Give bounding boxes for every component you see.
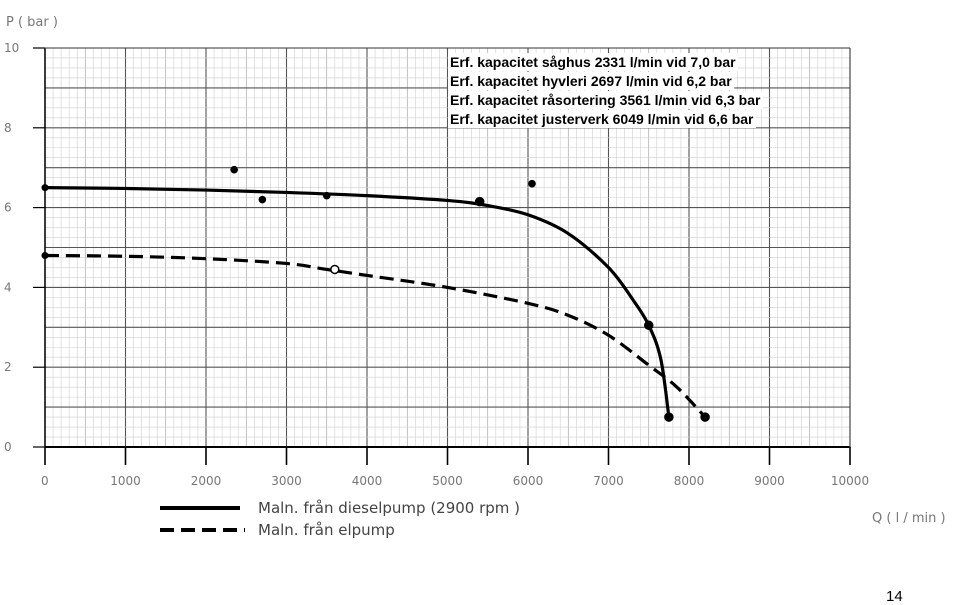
page-number: 14 — [886, 588, 903, 605]
legend: Maln. från dieselpump (2900 rpm ) Maln. … — [160, 499, 520, 539]
x-tick-label: 10000 — [831, 474, 869, 488]
x-tick-label: 9000 — [754, 474, 785, 488]
legend-label-elpump: Maln. från elpump — [258, 521, 395, 539]
capacity-annotation-background — [448, 72, 735, 90]
y-tick-label: 6 — [4, 201, 12, 215]
legend-label-dieselpump: Maln. från dieselpump (2900 rpm ) — [258, 499, 520, 517]
x-tick-label: 5000 — [432, 474, 463, 488]
x-axis-title: Q ( l / min ) — [872, 511, 946, 526]
y-tick-label: 4 — [4, 280, 12, 294]
capacity-annotation: Erf. kapacitet justerverk 6049 l/min vid… — [450, 111, 754, 127]
x-tick-label: 7000 — [593, 474, 624, 488]
capacity-annotation-background — [448, 91, 764, 109]
chart-axes: 0 1000 2000 3000 4000 5000 6000 7000 8000 9000 100… — [4, 41, 869, 488]
capacity-point — [528, 179, 536, 188]
capacity-point — [258, 195, 267, 204]
series-data-point — [700, 412, 710, 422]
chart-annotations: Erf. kapacitet såghus 2331 l/min vid 7,0… — [448, 53, 764, 128]
series-line-elpump — [44, 253, 707, 419]
capacity-annotation-background — [448, 53, 739, 71]
y-tick-label: 10 — [4, 41, 19, 55]
series-data-point — [474, 196, 485, 207]
x-tick-label: 1000 — [110, 474, 141, 488]
capacity-annotation: Erf. kapacitet råsortering 3561 l/min vi… — [450, 92, 761, 108]
chart-series — [44, 186, 707, 419]
y-axis-title: P ( bar ) — [6, 15, 58, 30]
series-data-point — [330, 264, 340, 275]
x-tick-label: 3000 — [271, 474, 302, 488]
capacity-point — [322, 191, 331, 200]
capacity-annotation: Erf. kapacitet hyvleri 2697 l/min vid 6,… — [450, 73, 732, 89]
capacity-annotation: Erf. kapacitet såghus 2331 l/min vid 7,0… — [450, 54, 736, 70]
series-start-point — [41, 251, 49, 259]
x-tick-label: 4000 — [352, 474, 383, 488]
y-tick-label: 0 — [4, 440, 12, 454]
x-tick-label: 2000 — [191, 474, 222, 488]
x-tick-label: 8000 — [674, 474, 705, 488]
y-tick-label: 2 — [4, 360, 12, 374]
series-data-point — [644, 320, 654, 331]
y-tick-label: 8 — [4, 121, 12, 135]
x-tick-label: 0 — [41, 474, 49, 488]
chart-markers — [41, 165, 710, 422]
series-line-dieselpump — [44, 186, 671, 418]
series-data-point — [664, 412, 674, 422]
capacity-annotation-background — [448, 110, 757, 128]
x-tick-label: 6000 — [513, 474, 544, 488]
capacity-point — [230, 165, 238, 174]
series-start-point — [41, 184, 49, 192]
